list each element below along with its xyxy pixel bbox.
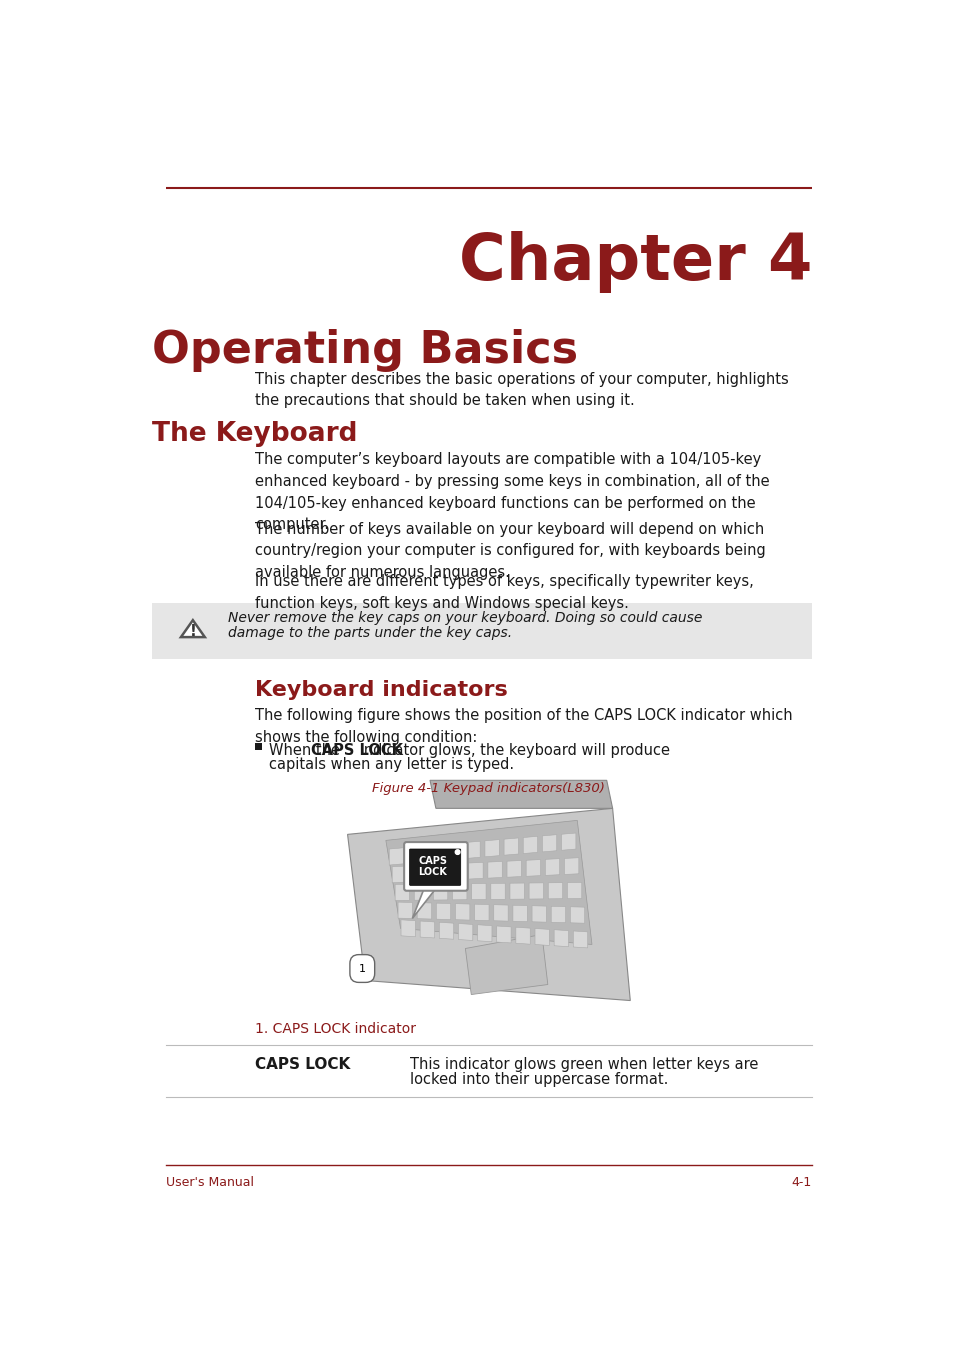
Polygon shape — [465, 841, 479, 858]
Text: capitals when any letter is typed.: capitals when any letter is typed. — [269, 757, 514, 772]
Polygon shape — [551, 907, 565, 923]
Text: Never remove the key caps on your keyboard. Doing so could cause: Never remove the key caps on your keyboa… — [228, 611, 701, 625]
Polygon shape — [408, 846, 422, 863]
Polygon shape — [449, 863, 463, 880]
Polygon shape — [529, 882, 543, 898]
Polygon shape — [385, 820, 592, 944]
Polygon shape — [468, 862, 482, 880]
Polygon shape — [526, 859, 540, 877]
Polygon shape — [389, 847, 403, 865]
Polygon shape — [471, 884, 485, 900]
Text: This chapter describes the basic operations of your computer, highlights
the pre: This chapter describes the basic operati… — [254, 371, 788, 409]
Polygon shape — [532, 905, 546, 923]
Polygon shape — [506, 861, 521, 877]
Polygon shape — [430, 780, 612, 808]
Text: Keyboard indicators: Keyboard indicators — [254, 679, 507, 699]
Text: The Keyboard: The Keyboard — [152, 421, 357, 447]
Text: The computer’s keyboard layouts are compatible with a 104/105-key
enhanced keybo: The computer’s keyboard layouts are comp… — [254, 452, 769, 533]
Polygon shape — [535, 928, 549, 946]
Text: Chapter 4: Chapter 4 — [458, 230, 811, 292]
Polygon shape — [503, 838, 517, 855]
Polygon shape — [542, 835, 557, 851]
Text: indicator glows, the keyboard will produce: indicator glows, the keyboard will produ… — [355, 742, 669, 757]
FancyBboxPatch shape — [152, 604, 811, 659]
Circle shape — [455, 850, 459, 854]
Polygon shape — [465, 935, 547, 994]
Polygon shape — [510, 884, 524, 900]
Polygon shape — [554, 929, 568, 947]
Polygon shape — [411, 865, 425, 882]
Polygon shape — [477, 925, 492, 941]
Polygon shape — [427, 845, 441, 862]
Polygon shape — [548, 882, 562, 898]
Polygon shape — [570, 907, 584, 923]
Polygon shape — [567, 882, 581, 898]
Polygon shape — [392, 866, 406, 882]
Text: damage to the parts under the key caps.: damage to the parts under the key caps. — [228, 625, 512, 640]
Text: The following figure shows the position of the CAPS LOCK indicator which
shows t: The following figure shows the position … — [254, 707, 792, 745]
Text: When the: When the — [269, 742, 344, 757]
Text: Operating Basics: Operating Basics — [152, 330, 578, 373]
Text: Figure 4-1 Keypad indicators(L830): Figure 4-1 Keypad indicators(L830) — [372, 781, 605, 795]
Polygon shape — [438, 923, 454, 939]
Bar — [254, 742, 261, 749]
Polygon shape — [395, 884, 409, 900]
Polygon shape — [458, 924, 473, 940]
Text: This indicator glows green when letter keys are: This indicator glows green when letter k… — [410, 1057, 758, 1072]
FancyBboxPatch shape — [404, 842, 467, 890]
Text: User's Manual: User's Manual — [166, 1177, 253, 1189]
Polygon shape — [545, 858, 559, 876]
Polygon shape — [181, 620, 205, 638]
Polygon shape — [347, 808, 630, 1001]
Polygon shape — [513, 905, 527, 921]
Text: locked into their uppercase format.: locked into their uppercase format. — [410, 1072, 667, 1087]
Text: In use there are different types of keys, specifically typewriter keys,
function: In use there are different types of keys… — [254, 574, 753, 611]
FancyBboxPatch shape — [409, 849, 460, 885]
Text: The number of keys available on your keyboard will depend on which
country/regio: The number of keys available on your key… — [254, 522, 765, 580]
Polygon shape — [446, 843, 460, 859]
Polygon shape — [433, 884, 447, 900]
Polygon shape — [436, 902, 450, 920]
Polygon shape — [452, 884, 466, 900]
Text: 1: 1 — [358, 963, 365, 974]
Polygon shape — [522, 837, 537, 854]
Polygon shape — [475, 904, 489, 920]
Polygon shape — [419, 921, 434, 937]
Polygon shape — [494, 905, 508, 921]
Polygon shape — [564, 858, 578, 874]
Polygon shape — [430, 865, 444, 881]
Polygon shape — [497, 925, 511, 943]
Polygon shape — [516, 927, 530, 944]
Polygon shape — [484, 839, 498, 857]
Polygon shape — [573, 931, 587, 948]
Polygon shape — [412, 889, 436, 919]
Text: 4-1: 4-1 — [791, 1177, 811, 1189]
Polygon shape — [414, 884, 428, 900]
Text: 1. CAPS LOCK indicator: 1. CAPS LOCK indicator — [254, 1022, 416, 1036]
Polygon shape — [487, 861, 501, 878]
Text: CAPS LOCK: CAPS LOCK — [254, 1057, 350, 1072]
Text: CAPS LOCK: CAPS LOCK — [311, 742, 402, 757]
Text: CAPS
LOCK: CAPS LOCK — [417, 855, 447, 877]
Polygon shape — [455, 904, 470, 920]
Polygon shape — [400, 920, 415, 936]
Polygon shape — [416, 902, 431, 919]
Polygon shape — [397, 902, 412, 919]
Polygon shape — [561, 833, 576, 850]
Text: !: ! — [190, 624, 196, 639]
Polygon shape — [491, 884, 505, 900]
